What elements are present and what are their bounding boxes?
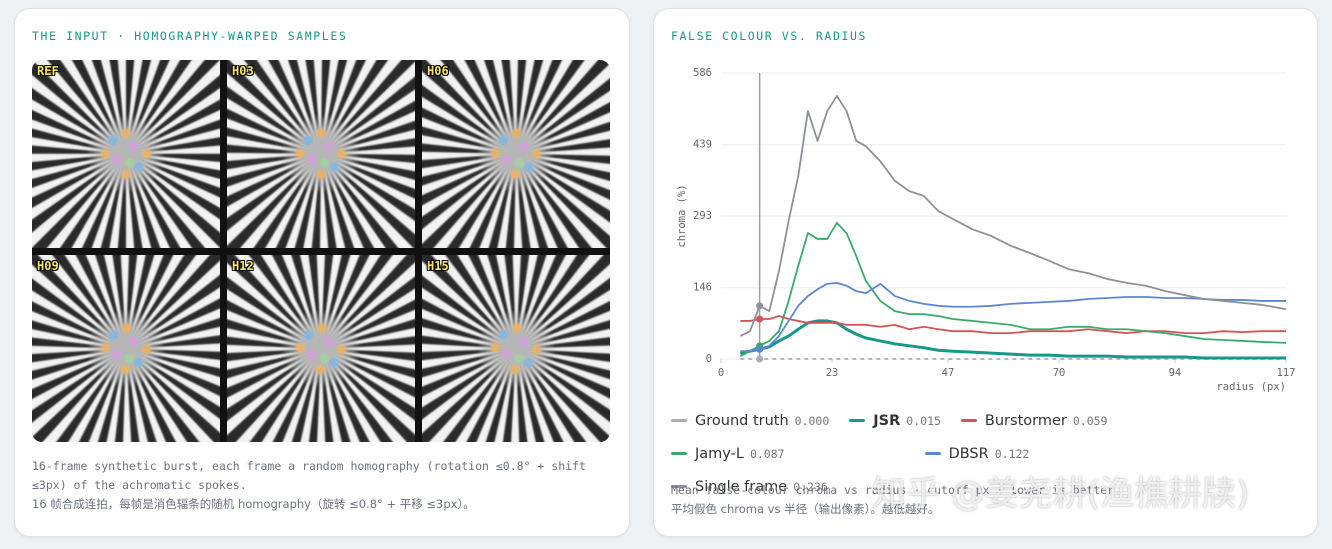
legend-item[interactable]: Burstormer 0.059: [960, 410, 1108, 431]
frame-tile: H06: [422, 60, 610, 248]
star-chart: [32, 60, 220, 248]
legend-name: Burstormer: [984, 412, 1067, 429]
legend-score: 0.059: [1072, 413, 1108, 428]
caption: 16-frame synthetic burst, each frame a r…: [32, 457, 612, 514]
legend-swatch: [849, 419, 866, 422]
watermark: 知乎 @姜尧耕(渔樵耕牍): [872, 474, 1250, 514]
y-tick-label: 439: [693, 139, 712, 151]
frame-label: REF: [37, 64, 59, 78]
legend-score: 0.000: [794, 413, 830, 428]
x-tick-label: 47: [942, 367, 955, 379]
legend-item[interactable]: Single frame 0.236: [671, 476, 828, 497]
y-tick-label: 0: [706, 353, 712, 365]
y-tick-label: 293: [693, 210, 712, 222]
legend-swatch: [960, 419, 977, 422]
caption-en: Mean false-colour chroma vs radius · cut…: [671, 483, 1122, 497]
frame-label: H15: [427, 258, 449, 273]
legend-score: 0.015: [906, 413, 941, 428]
x-tick-label: 117: [1277, 367, 1296, 379]
x-axis-title: radius (px): [1216, 381, 1286, 393]
frame-label: H06: [427, 64, 449, 78]
card-title: THE INPUT · HOMOGRAPHY-WARPED SAMPLES: [32, 29, 348, 43]
star-chart: [32, 255, 220, 443]
legend-swatch: [671, 452, 687, 455]
y-axis-title: chroma (%): [676, 184, 688, 247]
y-tick-label: 146: [693, 282, 712, 294]
legend-name: DBSR: [948, 445, 989, 462]
frame-tile: H12: [227, 254, 415, 443]
x-tick-label: 70: [1053, 367, 1066, 379]
series-line: [739, 221, 1287, 357]
series-line: [740, 319, 1286, 360]
caption: Mean false-colour chroma vs radius · cut…: [671, 481, 1291, 519]
frame-tile: H03: [227, 60, 415, 248]
legend-item[interactable]: Ground truth 0.000: [671, 410, 829, 431]
chart: 0 146 293 439 586 0 23 47 70 94 117 radius (px) chro…: [676, 67, 1296, 393]
legend-name: Jamy-L: [695, 445, 744, 462]
caption-zh: 16 帧合成连拍，每帧是消色辐条的随机 homography（旋转 ≤0.8° …: [32, 497, 475, 511]
caption-zh: 平均假色 chroma vs 半径（输出像素）。越低越好。: [671, 502, 940, 516]
star-chart: [227, 255, 415, 443]
legend-name: Ground truth: [695, 412, 789, 429]
legend-swatch: [671, 485, 687, 488]
star-chart: [422, 255, 610, 443]
legend-item[interactable]: JSR 0.015: [849, 410, 941, 431]
input-card: THE INPUT · HOMOGRAPHY-WARPED SAMPLES RE…: [14, 8, 630, 537]
legend-swatch: [671, 419, 687, 422]
frame-label: H03: [232, 64, 254, 78]
frame-tile: H09: [32, 254, 220, 443]
legend-item[interactable]: Jamy-L 0.087: [671, 443, 785, 464]
legend-swatch: [924, 452, 941, 455]
chart-card: FALSE COLOUR VS. RADIUS 0 146 293 439 586 0 23…: [653, 8, 1318, 537]
x-tick-label: 0: [718, 367, 724, 379]
frame-label: H09: [37, 258, 59, 273]
star-chart: [422, 60, 610, 248]
tile-grid: REF H03 H06 H09 H12 H15: [32, 60, 610, 442]
legend: Ground truth 0.000 JSR 0.015 Burstormer 0.059…: [671, 410, 1271, 497]
caption-en: 16-frame synthetic burst, each frame a r…: [32, 459, 586, 492]
frame-tile: H15: [422, 254, 610, 443]
legend-item[interactable]: DBSR 0.122: [924, 443, 1030, 464]
star-chart: [227, 60, 415, 248]
frame-label: H12: [232, 258, 254, 273]
cursor-point: [756, 345, 764, 353]
legend-score: 0.087: [749, 446, 785, 461]
cursor-point: [756, 302, 764, 310]
cursor-point: [756, 355, 764, 363]
legend-name: JSR: [873, 412, 901, 429]
x-tick-label: 23: [826, 367, 839, 379]
y-tick-label: 586: [693, 67, 712, 79]
series-line: [739, 95, 1287, 337]
legend-name: Single frame: [695, 478, 788, 495]
legend-score: 0.122: [994, 446, 1030, 461]
x-tick-label: 94: [1169, 367, 1182, 379]
series-line: [740, 315, 1286, 335]
frame-tile: REF: [32, 60, 220, 248]
cursor-point: [756, 315, 764, 323]
card-title: FALSE COLOUR VS. RADIUS: [671, 29, 868, 43]
series-line: [740, 281, 1286, 353]
legend-score: 0.236: [793, 479, 828, 494]
